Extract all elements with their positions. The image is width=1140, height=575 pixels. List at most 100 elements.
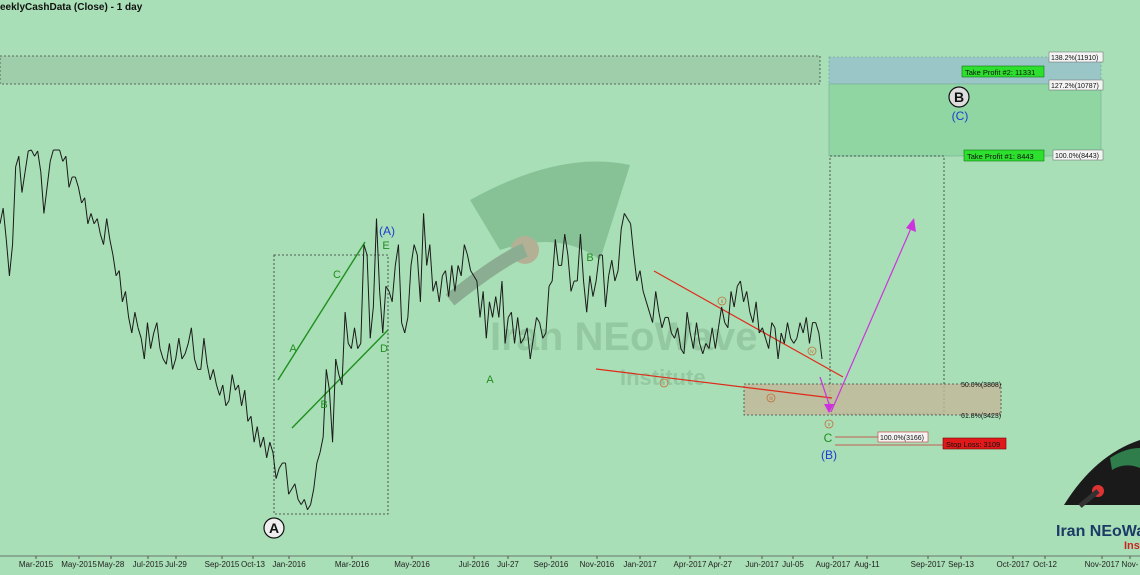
- price-segment: [554, 239, 559, 266]
- price-segment: [175, 338, 180, 360]
- price-segment: [93, 218, 98, 225]
- projection-up-arrow: [906, 218, 916, 232]
- price-segment: [485, 301, 490, 339]
- price-segment: [724, 322, 729, 329]
- price-segment: [501, 280, 506, 344]
- price-segment: [59, 149, 64, 162]
- wave-label: A: [269, 520, 279, 536]
- x-tick-label: Oct-13: [241, 560, 266, 569]
- price-segment: [733, 286, 738, 308]
- price-segment: [244, 390, 249, 422]
- price-segment: [802, 317, 807, 334]
- price-segment: [771, 322, 776, 329]
- price-segment: [150, 332, 155, 349]
- price-segment: [34, 150, 39, 157]
- price-segment: [426, 244, 431, 266]
- price-segment: [87, 213, 92, 224]
- price-segment: [382, 286, 387, 334]
- x-tick-label: Nov-: [1122, 560, 1139, 569]
- price-segment: [777, 332, 782, 360]
- wave-label: iii: [769, 396, 772, 402]
- price-segment: [391, 265, 396, 302]
- price-segment: [805, 317, 810, 344]
- price-segment: [269, 442, 274, 453]
- price-segment: [84, 197, 89, 224]
- price-segment: [237, 384, 243, 406]
- subwave-marker: [824, 419, 834, 429]
- price-segment: [495, 296, 500, 318]
- price-segment: [407, 265, 412, 318]
- corner-brand: Iran NEoWa: [1056, 523, 1140, 540]
- price-segment: [680, 348, 685, 355]
- channel-upper-line: [277, 241, 366, 381]
- wave-label: (C): [952, 109, 969, 123]
- price-segment: [579, 234, 585, 282]
- price-segment: [605, 275, 610, 308]
- price-segment: [350, 327, 356, 349]
- x-tick-label: Mar-2015: [19, 560, 54, 569]
- price-segment: [768, 322, 773, 349]
- x-tick-label: Jan-2017: [623, 560, 657, 569]
- x-tick-label: Oct-12: [1033, 560, 1058, 569]
- price-segment: [689, 332, 694, 349]
- x-tick-label: Apr-27: [708, 560, 733, 569]
- price-segment: [200, 338, 205, 370]
- price-segment: [363, 244, 368, 256]
- subwave-marker: [807, 346, 817, 356]
- price-segment: [216, 384, 221, 396]
- watermark-brand: Iran NEoWave: [490, 315, 757, 359]
- corner-logo: Iran NEoWa Ins: [1056, 440, 1140, 552]
- price-segment: [504, 317, 509, 344]
- price-segment: [717, 306, 723, 328]
- price-segment: [0, 208, 4, 224]
- price-segment: [470, 270, 475, 277]
- price-segment: [479, 291, 484, 318]
- price-segment: [159, 348, 164, 360]
- price-segment: [103, 218, 108, 245]
- price-segment: [143, 322, 148, 360]
- price-segment: [611, 260, 616, 282]
- price-segment: [438, 275, 443, 302]
- price-segment: [28, 149, 32, 152]
- price-segment: [131, 312, 136, 334]
- price-segment: [319, 436, 324, 453]
- price-segment: [347, 343, 352, 349]
- price-segment: [655, 291, 660, 313]
- price-segment: [278, 462, 283, 469]
- price-segment: [642, 291, 647, 302]
- price-segment: [736, 280, 741, 287]
- price-segment: [99, 234, 105, 245]
- x-tick-label: Apr-2017: [674, 560, 707, 569]
- price-segment: [454, 265, 459, 292]
- price-segment: [404, 317, 409, 334]
- price-segment: [589, 275, 594, 297]
- price-segment: [410, 244, 415, 266]
- price-segment: [623, 213, 628, 219]
- price-segment: [639, 270, 644, 292]
- price-segment: [620, 213, 625, 230]
- price-segment: [81, 197, 86, 204]
- price-segment: [532, 317, 537, 339]
- x-tick-label: Sep-2016: [534, 560, 569, 569]
- price-segment: [592, 280, 597, 297]
- price-segment: [5, 239, 10, 276]
- x-tick-label: Aug-2017: [816, 560, 851, 569]
- price-segment: [413, 244, 418, 256]
- fib-label-box: [877, 431, 929, 443]
- price-segment: [354, 327, 359, 349]
- x-tick-label: Jul-2015: [133, 560, 164, 569]
- price-segment: [162, 358, 167, 365]
- price-segment: [432, 280, 437, 292]
- price-segment: [118, 270, 123, 302]
- price-segment: [194, 358, 199, 370]
- subwave-marker: [717, 296, 727, 306]
- price-segment: [790, 337, 795, 344]
- price-segment: [561, 234, 566, 266]
- price-segment: [517, 317, 522, 344]
- price-segment: [379, 291, 384, 334]
- x-tick-label: Sep-13: [948, 560, 974, 569]
- price-segment: [677, 327, 682, 349]
- price-segment: [288, 488, 293, 495]
- price-segment: [730, 291, 735, 308]
- price-segment: [482, 291, 487, 339]
